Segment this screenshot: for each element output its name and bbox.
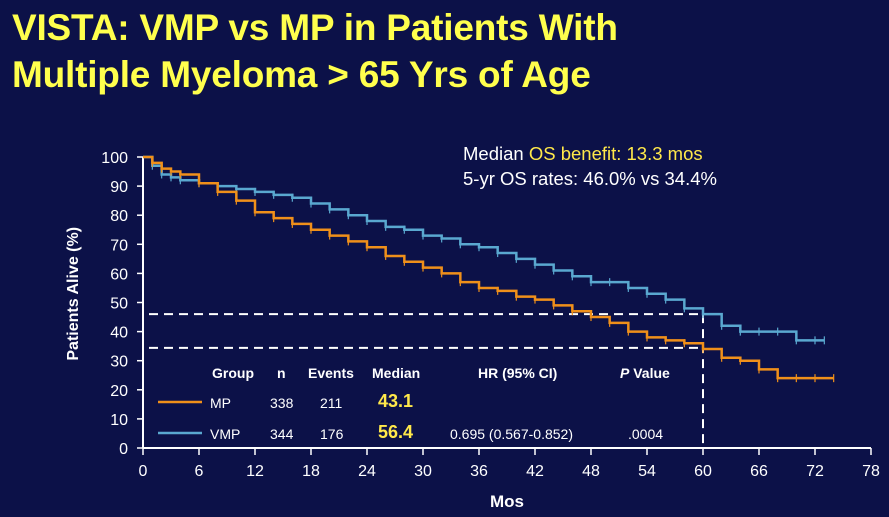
y-tick-label: 20 <box>110 383 128 400</box>
x-tick-label: 18 <box>302 463 320 480</box>
row-mp-median: 43.1 <box>378 391 414 411</box>
note-median-label: Median <box>463 143 529 164</box>
x-tick-label: 6 <box>195 463 204 480</box>
row-vmp-hr: 0.695 (0.567-0.852) <box>450 426 573 442</box>
y-tick-label: 50 <box>110 296 128 313</box>
header-median: Median <box>372 365 421 381</box>
x-tick-label: 42 <box>526 463 544 480</box>
note-os-benefit: OS benefit: 13.3 mos <box>528 143 703 164</box>
y-tick-label: 0 <box>119 441 128 458</box>
row-vmp-median: 56.4 <box>378 422 414 442</box>
summary-note: Median OS benefit: 13.3 mos 5-yr OS rate… <box>463 141 863 191</box>
x-tick-label: 60 <box>694 463 712 480</box>
x-axis-label: Mos <box>490 492 524 511</box>
x-tick-label: 24 <box>358 463 376 480</box>
y-tick-label: 60 <box>110 266 128 283</box>
note-line-2: 5-yr OS rates: 46.0% vs 34.4% <box>463 168 717 189</box>
x-tick-label: 0 <box>139 463 148 480</box>
survival-curves <box>143 155 835 383</box>
y-tick-label: 70 <box>110 237 128 254</box>
row-vmp-events: 176 <box>320 426 344 442</box>
header-events: Events <box>308 365 354 381</box>
x-tick-label: 12 <box>246 463 264 480</box>
row-mp-group: MP <box>210 395 231 411</box>
x-tick-label: 78 <box>862 463 880 480</box>
header-n: n <box>277 365 286 381</box>
row-vmp-p: .0004 <box>628 426 664 442</box>
row-mp-n: 338 <box>270 395 294 411</box>
row-vmp-group: VMP <box>210 426 241 442</box>
row-vmp-n: 344 <box>270 426 294 442</box>
curve-vmp <box>143 155 825 342</box>
results-table: Group n Events Median HR (95% CI) P Valu… <box>150 362 710 446</box>
y-tick-label: 30 <box>110 354 128 371</box>
x-tick-label: 48 <box>582 463 600 480</box>
x-tick-label: 36 <box>470 463 488 480</box>
chart-axes: 0 6 12 18 24 30 36 42 48 54 60 66 72 78 0 10 20 30 40 50 60 7… <box>65 150 880 511</box>
header-p-value: P Value <box>620 365 670 381</box>
x-tick-label: 66 <box>750 463 768 480</box>
y-tick-label: 90 <box>110 179 128 196</box>
y-tick-label: 80 <box>110 208 128 225</box>
row-mp-events: 211 <box>320 395 343 411</box>
curve-mp <box>143 155 834 380</box>
y-axis-label: Patients Alive (%) <box>65 227 82 361</box>
y-tick-label: 100 <box>101 150 128 167</box>
header-p-italic: P <box>620 365 630 381</box>
title-line-2: Multiple Myeloma > 65 Yrs of Age <box>12 54 591 95</box>
x-tick-label: 72 <box>806 463 824 480</box>
x-tick-label: 54 <box>638 463 656 480</box>
header-hr: HR (95% CI) <box>478 365 558 381</box>
y-tick-label: 40 <box>110 325 128 342</box>
legend-lines <box>158 400 202 435</box>
reference-lines <box>149 313 704 448</box>
slide-title: VISTA: VMP vs MP in Patients With Multip… <box>12 4 882 98</box>
note-line-1: Median OS benefit: 13.3 mos <box>463 141 863 166</box>
y-tick-label: 10 <box>110 412 128 429</box>
title-line-1: VISTA: VMP vs MP in Patients With <box>12 7 618 48</box>
header-group: Group <box>212 365 254 381</box>
x-tick-label: 30 <box>414 463 432 480</box>
header-p-rest: Value <box>629 365 670 381</box>
